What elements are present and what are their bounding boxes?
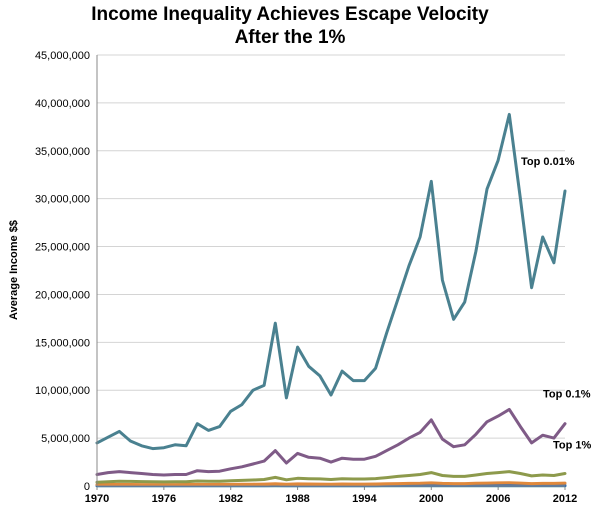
y-tick-label: 25,000,000 xyxy=(35,242,90,254)
x-tick-label: 1982 xyxy=(218,493,242,505)
series-labels: Top 0.01% Top 0.1% Top 1% xyxy=(521,156,592,452)
y-tick-label: 20,000,000 xyxy=(35,289,90,301)
y-axis-ticks: 0 5,000,000 10,000,000 15,000,000 20,000,000… xyxy=(35,50,90,493)
x-tick-label: 2012 xyxy=(553,493,577,505)
x-tick-label: 1976 xyxy=(152,493,176,505)
y-tick-label: 45,000,000 xyxy=(35,50,90,62)
x-axis-ticks: 1970 1976 1982 1988 1994 2000 2006 2012 xyxy=(85,486,577,505)
x-tick-label: 2000 xyxy=(419,493,443,505)
y-axis-label: Average Income $$ xyxy=(8,220,20,320)
chart-title-line-1: Income Inequality Achieves Escape Veloci… xyxy=(91,4,489,25)
x-tick-label: 2006 xyxy=(486,493,510,505)
series-label: Top 0.01% xyxy=(521,156,575,168)
series-line-top-0-01 xyxy=(95,112,567,451)
series-label: Top 0.1% xyxy=(543,389,591,401)
y-tick-label: 5,000,000 xyxy=(41,433,90,445)
x-tick-label: 1994 xyxy=(352,493,377,505)
x-tick-label: 1988 xyxy=(285,493,309,505)
chart-title-line-2: After the 1% xyxy=(235,27,346,48)
y-tick-label: 15,000,000 xyxy=(35,337,90,349)
gridlines xyxy=(97,54,565,439)
series-lines xyxy=(95,112,567,488)
series-line-top-1 xyxy=(95,470,567,484)
series-line-top-0-1 xyxy=(95,407,567,477)
series-label: Top 1% xyxy=(553,440,592,452)
y-tick-label: 10,000,000 xyxy=(35,385,90,397)
y-tick-label: 40,000,000 xyxy=(35,98,90,110)
y-tick-label: 30,000,000 xyxy=(35,194,90,206)
x-tick-label: 1970 xyxy=(85,493,109,505)
y-tick-label: 35,000,000 xyxy=(35,146,90,158)
y-tick-label: 0 xyxy=(84,481,90,493)
series-line-3 xyxy=(95,481,567,487)
